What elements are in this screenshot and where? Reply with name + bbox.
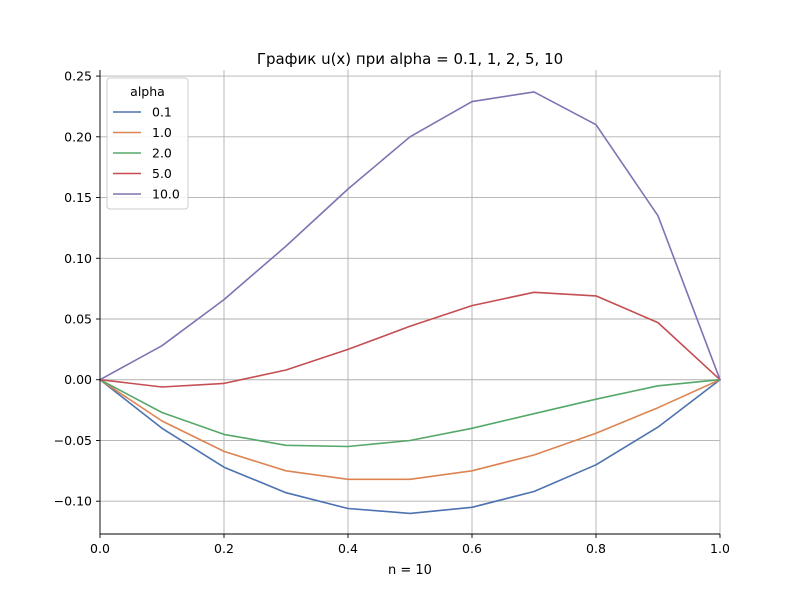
y-tick-label: 0.20 [64, 129, 92, 144]
axes-spines [99, 70, 720, 535]
legend-label: 1.0 [152, 125, 172, 140]
series-line [99, 378, 721, 481]
series-line [99, 378, 721, 448]
legend-items: 0.1 1.0 2.0 5.0 10.0 [113, 105, 180, 202]
x-axis-ticks: 0.0 0.2 0.4 0.6 0.8 1.0 [90, 534, 730, 556]
legend-label: 5.0 [152, 166, 172, 181]
series-lines [99, 91, 721, 515]
legend-label: 10.0 [152, 187, 180, 202]
legend-label: 2.0 [152, 146, 172, 161]
x-tick-label: 0.4 [338, 541, 358, 556]
legend: alpha 0.1 1.0 2.0 5.0 10.0 [106, 77, 189, 210]
legend-title: alpha [130, 84, 165, 99]
y-tick-label: −0.10 [54, 494, 92, 509]
legend-label: 0.1 [152, 105, 172, 120]
chart-title: График u(x) при alpha = 0.1, 1, 2, 5, 10 [257, 50, 563, 68]
y-tick-label: 0.25 [64, 69, 92, 84]
series-line [99, 291, 721, 388]
x-tick-label: 0.6 [462, 541, 482, 556]
y-tick-label: 0.10 [64, 251, 92, 266]
y-tick-label: −0.05 [54, 433, 92, 448]
series-line [99, 378, 721, 515]
grid [99, 70, 721, 534]
x-axis-label: n = 10 [388, 563, 432, 578]
y-tick-label: 0.00 [64, 372, 92, 387]
legend-box [106, 77, 189, 210]
x-tick-label: 1.0 [710, 541, 730, 556]
x-tick-label: 0.2 [214, 541, 234, 556]
x-tick-label: 0.8 [586, 541, 606, 556]
y-tick-label: 0.05 [64, 312, 92, 327]
y-axis-ticks: −0.10 −0.05 0.00 0.05 0.10 0.15 0.20 0.25 [54, 69, 100, 509]
y-tick-label: 0.15 [64, 190, 92, 205]
series-line [99, 91, 721, 381]
x-tick-label: 0.0 [90, 541, 110, 556]
